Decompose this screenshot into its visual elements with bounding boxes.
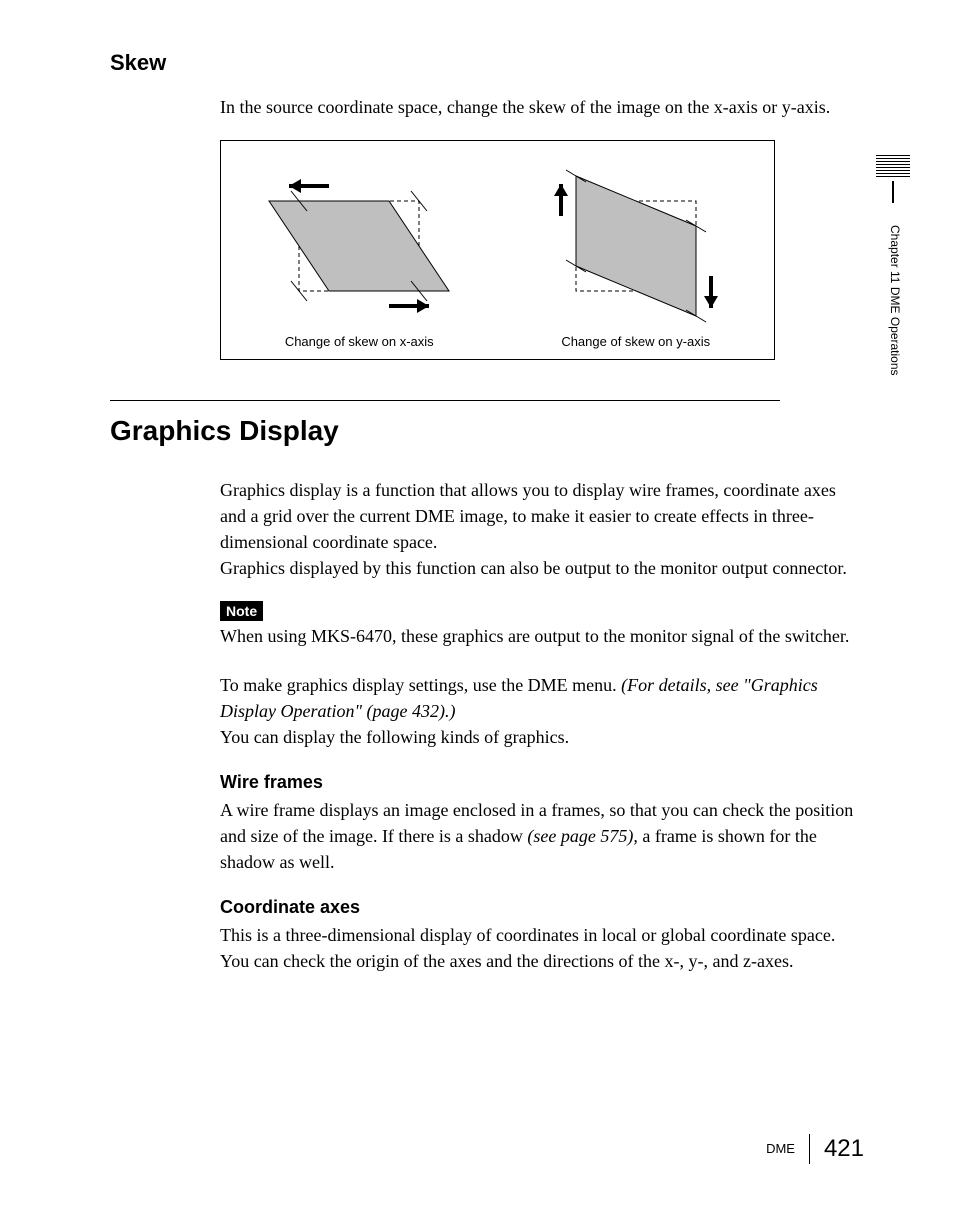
side-chapter-label: Chapter 11 DME Operations xyxy=(888,225,902,376)
note-badge: Note xyxy=(220,601,263,621)
gd-settings-text: To make graphics display settings, use t… xyxy=(220,675,621,695)
wire-frames-text: A wire frame displays an image enclosed … xyxy=(220,797,864,875)
side-chapter-marker xyxy=(876,155,910,213)
skew-x-caption: Change of skew on x-axis xyxy=(285,334,434,349)
skew-y-svg xyxy=(516,166,756,326)
gd-settings-line: To make graphics display settings, use t… xyxy=(220,672,864,724)
skew-heading: Skew xyxy=(110,50,864,76)
footer-section: DME xyxy=(766,1134,810,1164)
gd-p2: Graphics displayed by this function can … xyxy=(220,555,864,581)
wire-frames-heading: Wire frames xyxy=(220,772,864,793)
page-footer: DME 421 xyxy=(766,1134,864,1164)
skew-diagram-right: Change of skew on y-axis xyxy=(498,141,775,361)
footer-page-number: 421 xyxy=(824,1135,864,1163)
coord-axes-heading: Coordinate axes xyxy=(220,897,864,918)
gd-note-text: When using MKS-6470, these graphics are … xyxy=(220,623,864,649)
skew-intro: In the source coordinate space, change t… xyxy=(220,94,864,120)
skew-x-svg xyxy=(239,166,479,326)
skew-y-caption: Change of skew on y-axis xyxy=(561,334,710,349)
gd-kinds: You can display the following kinds of g… xyxy=(220,724,864,750)
graphics-display-heading: Graphics Display xyxy=(110,400,780,447)
wire-text-ref: (see page 575), xyxy=(527,826,637,846)
skew-diagram-left: Change of skew on x-axis xyxy=(221,141,498,361)
skew-diagram: Change of skew on x-axis Change of skew … xyxy=(220,140,775,360)
coord-axes-text: This is a three-dimensional display of c… xyxy=(220,922,864,974)
gd-p1: Graphics display is a function that allo… xyxy=(220,477,864,555)
